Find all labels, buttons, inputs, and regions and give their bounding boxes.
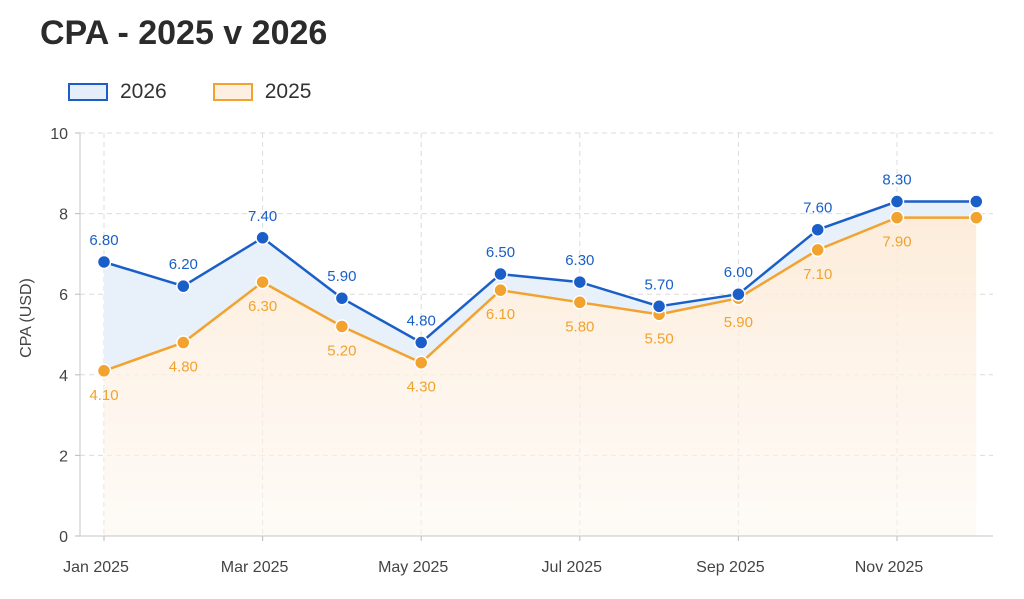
x-tick-label-2: Mar 2025 xyxy=(221,559,289,576)
data-label-2025-6: 5.80 xyxy=(565,318,594,335)
point-2026-10 xyxy=(889,194,905,209)
data-label-2026-0: 6.80 xyxy=(89,232,118,249)
point-2026-11 xyxy=(969,194,984,209)
data-label-2025-8: 5.90 xyxy=(724,314,753,331)
data-label-2026-7: 5.70 xyxy=(644,276,673,293)
point-2025-3 xyxy=(334,319,350,334)
data-label-2026-5: 6.50 xyxy=(486,244,515,261)
data-label-2025-4: 4.30 xyxy=(407,379,436,396)
series-line-2025 xyxy=(103,216,977,372)
data-label-2025-7: 5.50 xyxy=(644,330,673,347)
data-label-2025-5: 6.10 xyxy=(486,306,515,323)
legend-label-2025: 2025 xyxy=(264,80,312,103)
data-label-2026-1: 6.20 xyxy=(169,256,198,273)
x-tick-label-8: Sep 2025 xyxy=(696,559,765,576)
series-line-2026 xyxy=(103,200,977,344)
point-2025-10 xyxy=(889,210,905,225)
chart-title: CPA - 2025 v 2026 xyxy=(40,14,328,52)
point-2025-0 xyxy=(96,363,112,379)
point-2026-0 xyxy=(96,254,112,270)
point-2025-1 xyxy=(176,335,191,350)
point-2025-11 xyxy=(969,210,984,225)
area-fills xyxy=(104,201,977,536)
legend-item-2025[interactable]: 2025 xyxy=(212,80,312,104)
point-2025-9 xyxy=(810,242,825,258)
data-label-2026-6: 6.30 xyxy=(565,252,594,269)
point-2026-2 xyxy=(255,230,270,246)
data-label-2026-10: 8.30 xyxy=(882,172,911,189)
series-lines xyxy=(103,200,977,372)
point-2026-7 xyxy=(651,299,667,314)
data-label-2025-9: 7.10 xyxy=(803,266,832,283)
point-2025-4 xyxy=(413,355,429,370)
point-2025-6 xyxy=(572,295,588,310)
data-label-2025-1: 4.80 xyxy=(169,359,198,376)
data-label-2025-2: 6.30 xyxy=(248,298,277,315)
legend-swatch-2026 xyxy=(68,83,108,101)
axes: 0 2 4 6 8 10 Jan 2025 Mar 2025 May 2025 Jul 2025 S… xyxy=(50,126,993,576)
data-label-2025-0: 4.10 xyxy=(89,387,118,404)
data-label-2025-10: 7.90 xyxy=(882,234,911,251)
point-2025-5 xyxy=(493,282,508,298)
point-2026-1 xyxy=(176,278,191,294)
point-2026-9 xyxy=(810,222,825,237)
legend-label-2026: 2026 xyxy=(120,80,167,103)
data-label-2026-4: 4.80 xyxy=(407,313,436,330)
x-tick-label-4: May 2025 xyxy=(378,559,448,576)
point-2026-3 xyxy=(334,290,350,306)
y-tick-label-2: 2 xyxy=(59,448,68,465)
legend-item-2026[interactable]: 2026 xyxy=(68,80,167,104)
data-label-2025-3: 5.20 xyxy=(327,342,356,359)
point-2026-5 xyxy=(493,266,508,282)
series-points xyxy=(96,194,984,379)
point-2026-8 xyxy=(731,286,746,302)
point-2026-4 xyxy=(413,335,429,350)
legend: 2026 2025 xyxy=(68,80,311,104)
point-2026-6 xyxy=(572,274,588,290)
data-label-2026-3: 5.90 xyxy=(327,268,356,285)
y-tick-label-8: 8 xyxy=(59,207,68,224)
data-label-2026-8: 6.00 xyxy=(724,264,753,281)
x-tick-label-10: Nov 2025 xyxy=(855,559,924,576)
area-2026 xyxy=(104,201,977,371)
y-axis-label: CPA (USD) xyxy=(18,278,35,358)
y-tick-label-10: 10 xyxy=(50,126,68,143)
y-tick-label-6: 6 xyxy=(59,287,68,304)
x-tick-label-0: Jan 2025 xyxy=(63,559,129,576)
legend-swatch-2025 xyxy=(212,83,253,101)
y-tick-label-0: 0 xyxy=(59,529,68,546)
x-tick-label-6: Jul 2025 xyxy=(542,559,603,576)
data-labels: 4.10 4.80 6.30 5.20 4.30 6.10 5.80 5.50 5.90 7.10… xyxy=(89,172,911,404)
area-2025 xyxy=(104,217,977,536)
y-tick-label-4: 4 xyxy=(59,368,68,385)
point-2025-2 xyxy=(255,274,270,290)
data-label-2026-9: 7.60 xyxy=(803,200,832,217)
data-label-2026-2: 7.40 xyxy=(248,208,277,225)
